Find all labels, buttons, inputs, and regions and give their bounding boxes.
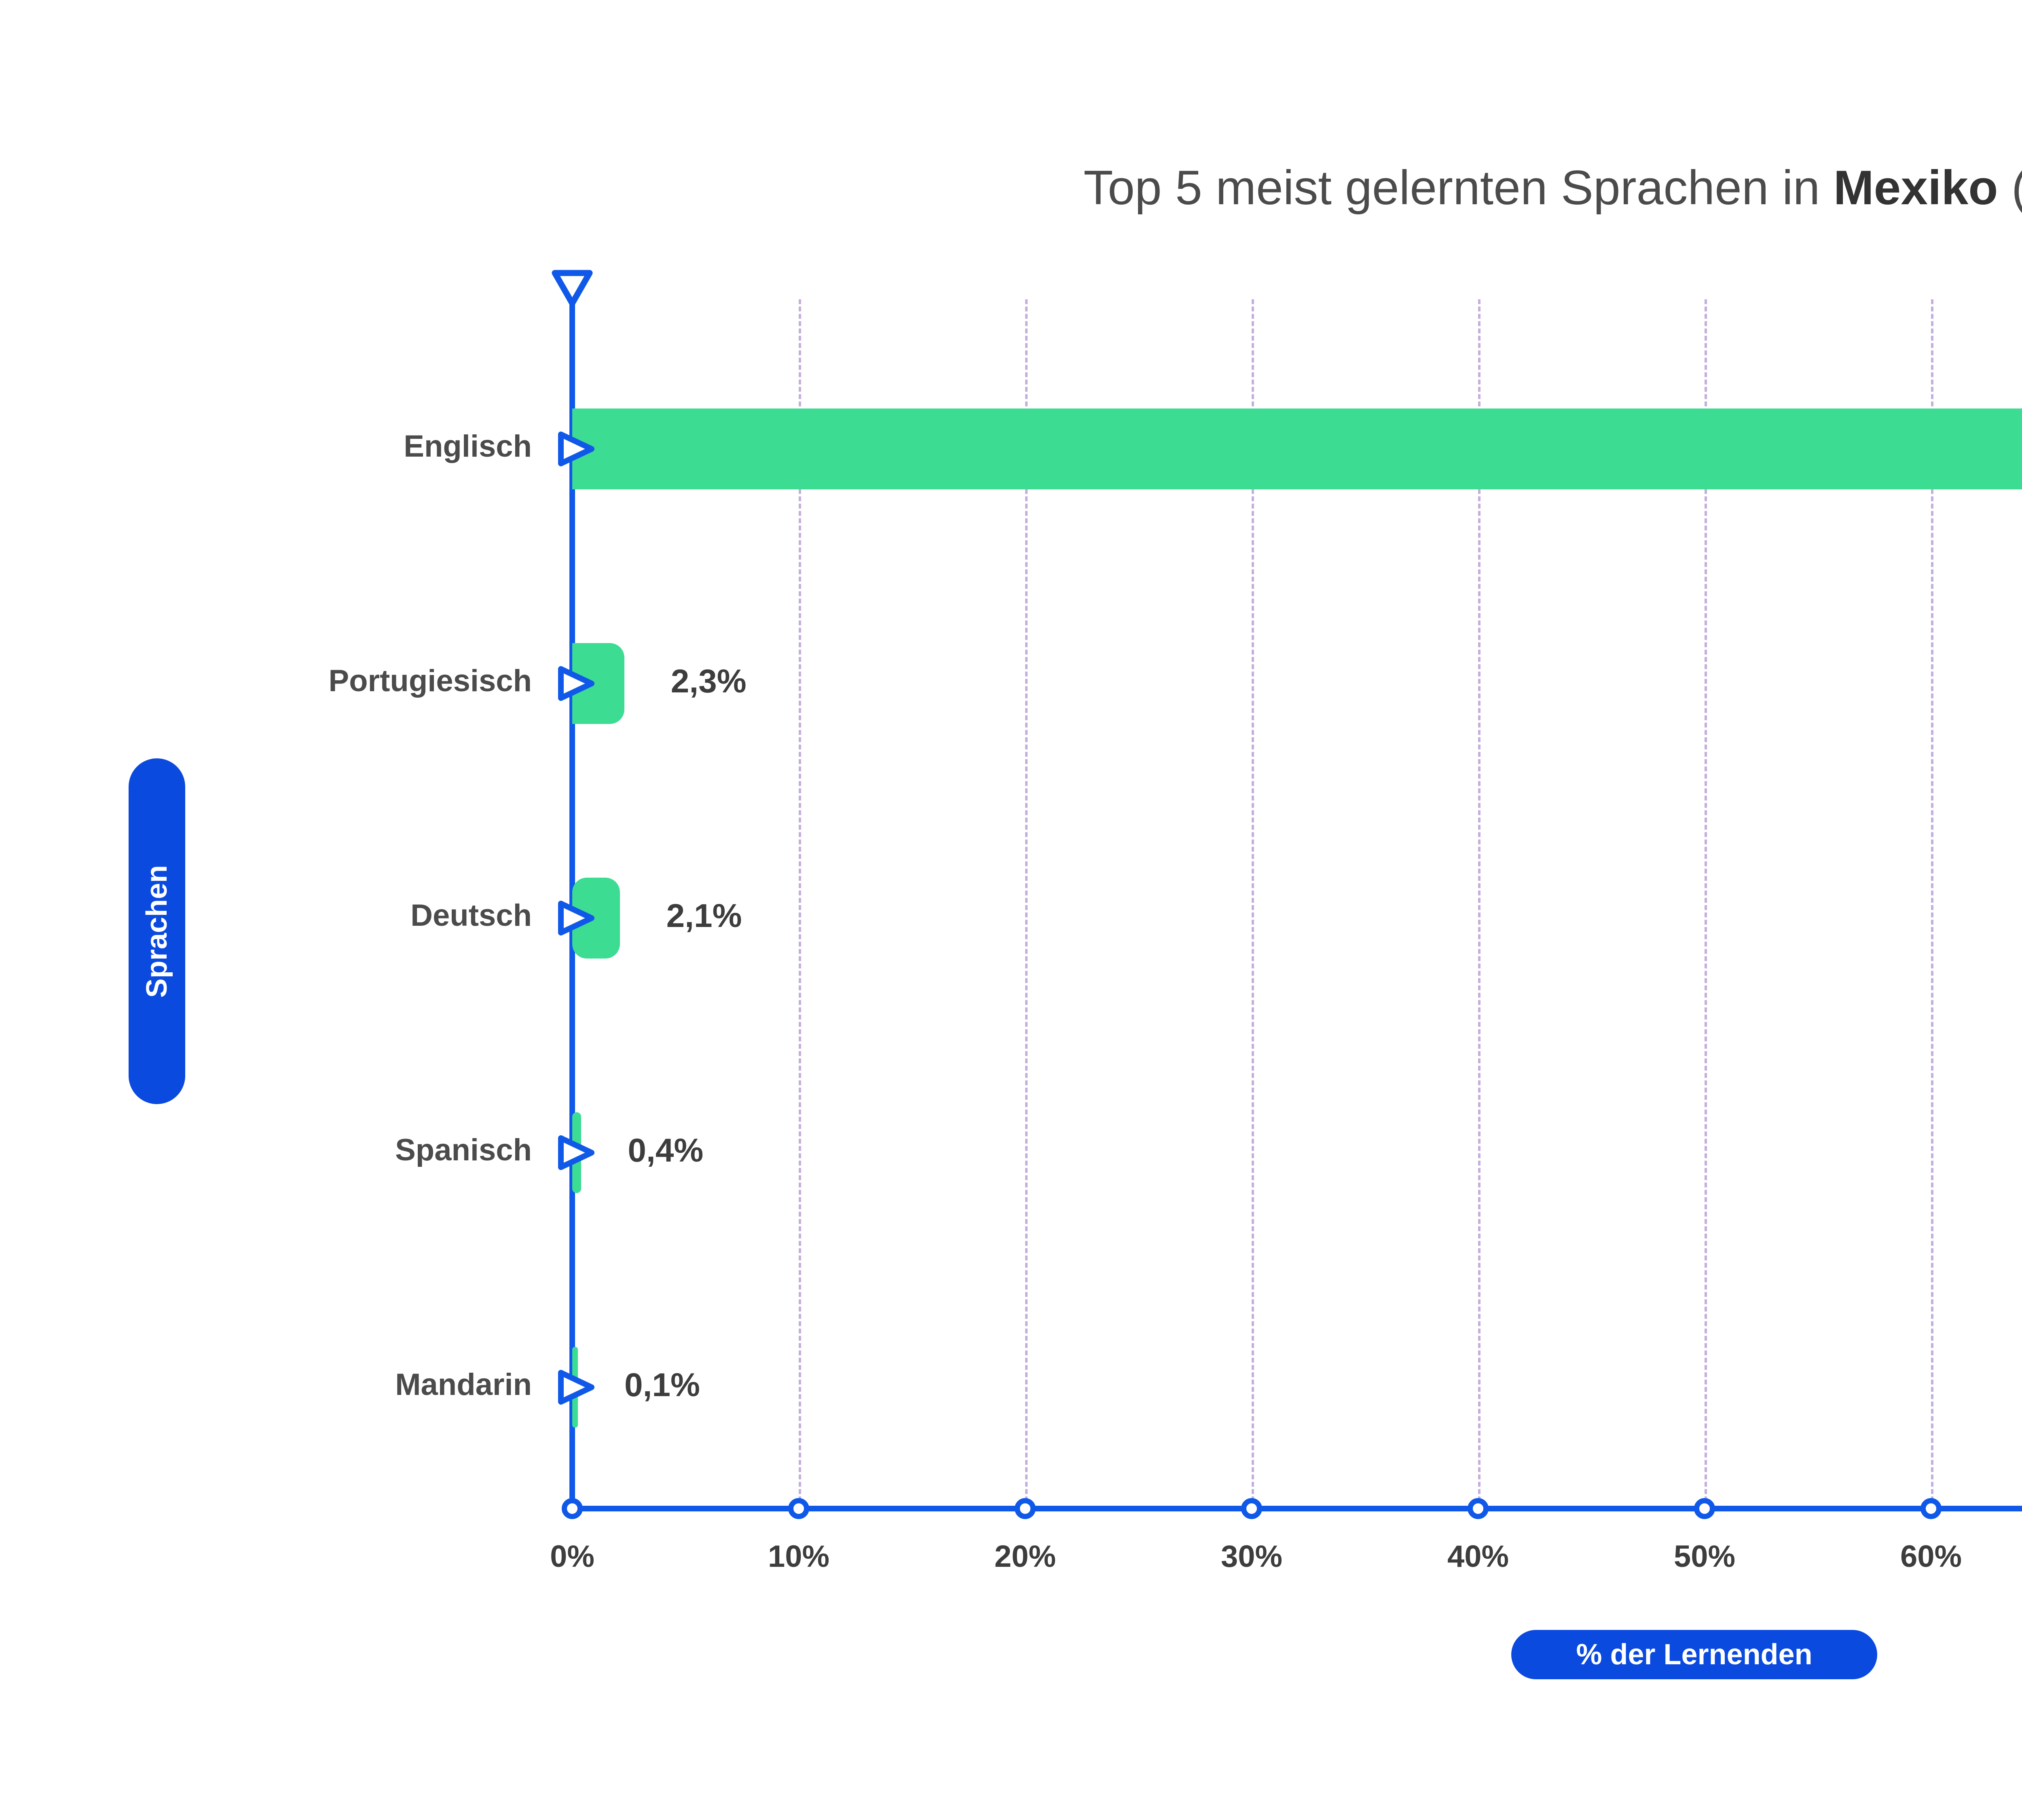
y-axis-category-label: Spanisch: [395, 1133, 532, 1167]
bar-value-label: 0,1%: [624, 1367, 700, 1403]
y-axis-tick-marker: [558, 432, 594, 466]
x-axis-tick-label: 20%: [994, 1539, 1056, 1574]
gridline: [1931, 299, 1933, 1509]
bar-value-label: 0,4%: [628, 1132, 704, 1169]
y-axis-tick-marker: [558, 1135, 594, 1170]
y-axis-tick-marker: [558, 1370, 594, 1405]
gridline: [1705, 299, 1707, 1509]
x-axis-tick-marker: [1241, 1498, 1262, 1519]
x-axis-tick-label: 10%: [768, 1539, 830, 1574]
x-axis-tick-label: 0%: [550, 1539, 594, 1574]
x-axis-tick-label: 60%: [1900, 1539, 1962, 1574]
y-axis-tick-marker: [558, 901, 594, 935]
bar[interactable]: [572, 408, 2022, 489]
x-axis-tick-marker: [1015, 1498, 1036, 1519]
x-axis-tick-label: 50%: [1673, 1539, 1736, 1574]
y-axis-tick-marker: [558, 666, 594, 701]
x-axis-tick-marker: [1468, 1498, 1489, 1519]
gridline: [799, 299, 801, 1509]
x-axis-line: [572, 1506, 2022, 1511]
x-axis-tick-marker: [1920, 1498, 1942, 1519]
y-axis-category-label: Portugiesisch: [328, 664, 532, 698]
bar-value-label: 2,3%: [670, 663, 747, 700]
x-axis-title-pill: % der Lernenden: [1511, 1630, 1877, 1679]
chart-title-plain: Top 5 meist gelernten Sprachen in: [1083, 161, 1834, 215]
x-axis-tick-label: 30%: [1220, 1539, 1283, 1574]
chart-title-country: Mexiko: [1833, 161, 1998, 215]
x-axis-tick-marker: [788, 1498, 809, 1519]
gridline: [1025, 299, 1028, 1509]
y-axis-arrow-icon: [552, 270, 593, 307]
y-axis-category-label: Deutsch: [410, 898, 532, 933]
x-axis-tick-label: 40%: [1447, 1539, 1509, 1574]
y-axis-category-label: Englisch: [404, 429, 532, 463]
y-axis-title-pill: Sprachen: [129, 758, 185, 1104]
y-axis-category-label: Mandarin: [395, 1367, 532, 1402]
plot-area: 0%10%20%30%40%50%60%70%80%90%100% 94,7%2…: [328, 270, 2022, 1574]
gridline: [1252, 299, 1254, 1509]
x-axis-tick-marker: [1694, 1498, 1715, 1519]
x-axis-tick-marker: [562, 1498, 583, 1519]
chart-title: Top 5 meist gelernten Sprachen in Mexiko…: [0, 160, 2022, 216]
bar-value-label: 2,1%: [666, 897, 742, 934]
chart-title-year: (2024): [1998, 161, 2022, 215]
x-axis-title-label: % der Lernenden: [1576, 1638, 1813, 1671]
gridline: [1478, 299, 1481, 1509]
